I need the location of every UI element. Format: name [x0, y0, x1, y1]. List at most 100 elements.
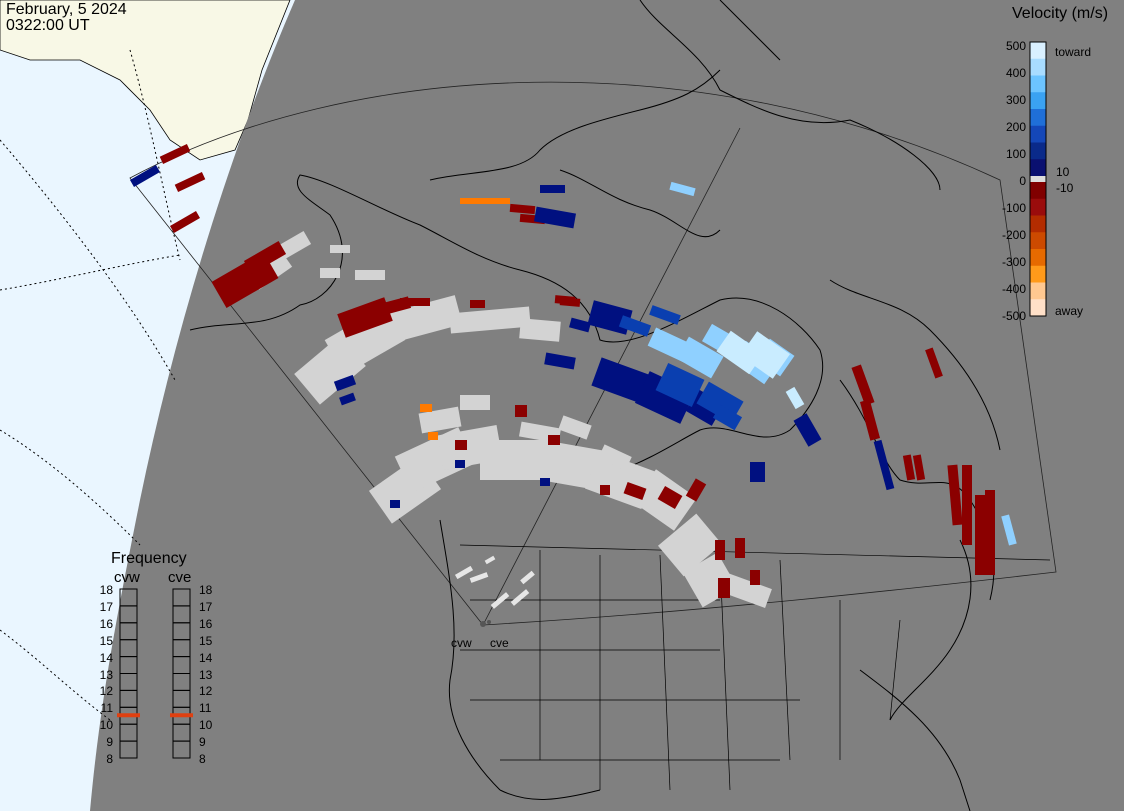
toward-label: toward: [1055, 45, 1092, 59]
backscatter-cell: [718, 572, 772, 608]
backscatter-cell: [170, 211, 200, 233]
backscatter-cell: [460, 395, 490, 410]
colorbar-toward-segment: [1030, 159, 1046, 177]
colorbar-toward-segment: [1030, 58, 1046, 76]
away-label: away: [1055, 304, 1084, 318]
backscatter-cell: [785, 386, 805, 410]
backscatter-cell: [1001, 514, 1017, 546]
backscatter-cell: [591, 357, 649, 403]
backscatter-cell: [559, 297, 581, 307]
backscatter-cell: [600, 485, 610, 495]
backscatter-cell: [420, 404, 432, 412]
frequency-tick-left: 9: [106, 735, 113, 750]
colorbar-toward-segment: [1030, 109, 1046, 127]
frequency-tick-left: 18: [99, 583, 113, 597]
backscatter-cell: [902, 454, 916, 481]
backscatter-cell: [548, 435, 560, 445]
frequency-tick-right: 18: [199, 583, 213, 597]
velocity-tick-label: 400: [1005, 66, 1026, 80]
backscatter-cell: [377, 295, 463, 345]
backscatter-cell: [718, 578, 730, 598]
frequency-tick-right: 9: [199, 735, 206, 750]
backscatter-cell: [851, 364, 875, 406]
backscatter-cell: [750, 570, 760, 585]
backscatter-cell: [454, 565, 474, 580]
backscatter-cell: [174, 172, 206, 192]
frequency-tick-right: 16: [199, 616, 213, 631]
backscatter-cell: [750, 462, 765, 482]
backscatter-cell: [484, 555, 496, 565]
frequency-tick-left: 16: [99, 616, 113, 631]
backscatter-cell: [536, 440, 604, 490]
radar-label-cvw: cvw: [451, 636, 472, 650]
backscatter-cell: [519, 318, 561, 342]
frequency-tick-left: 14: [99, 650, 113, 665]
frequency-tick-right: 11: [199, 701, 212, 716]
backscatter-cell: [657, 486, 683, 509]
backscatter-cell: [490, 592, 510, 609]
frequency-tick-left: 15: [99, 633, 113, 648]
backscatter-cell: [657, 513, 723, 577]
backscatter-cell: [712, 404, 743, 431]
colorbar-toward-segment: [1030, 92, 1046, 110]
frequency-marker: [117, 713, 140, 718]
velocity-tick-label: -300: [1001, 255, 1026, 269]
backscatter-cell: [520, 570, 535, 585]
backscatter-cell: [540, 185, 565, 193]
backscatter-cell: [655, 362, 705, 408]
backscatter-cell: [793, 413, 822, 447]
backscatter-cell: [735, 538, 745, 558]
backscatter-cell: [740, 331, 790, 379]
frequency-panel: [117, 588, 193, 759]
backscatter-cell: [569, 317, 591, 333]
backscatter-cell: [618, 315, 652, 337]
frequency-marker: [170, 713, 193, 718]
frequency-tick-right: 8: [199, 752, 206, 766]
backscatter-cell: [925, 347, 943, 379]
backscatter-cell: [390, 500, 400, 508]
backscatter-cell: [912, 454, 926, 481]
backscatter-cell: [400, 298, 430, 306]
backscatter-cell: [320, 268, 340, 278]
colorbar-toward-segment: [1030, 142, 1046, 160]
backscatter-cell: [418, 406, 462, 434]
colorbar-toward-segment: [1030, 125, 1046, 143]
backscatter-cell: [337, 297, 393, 338]
backscatter-cell: [544, 352, 576, 370]
colorbar-away-segment: [1030, 232, 1046, 250]
backscatter-cell: [598, 444, 632, 471]
colorbar-away-segment: [1030, 215, 1046, 233]
velocity-scale-title: Velocity (m/s): [1012, 5, 1109, 22]
backscatter-cell: [649, 305, 681, 325]
backscatter-cell: [962, 465, 972, 545]
backscatter-cell: [243, 241, 287, 274]
backscatter-cell: [510, 589, 530, 606]
backscatter-cell: [470, 300, 485, 308]
velocity-tick-label: 10: [1056, 165, 1070, 179]
frequency-tick-left: 11: [100, 701, 113, 716]
velocity-tick-label: -500: [1001, 309, 1026, 323]
frequency-tick-right: 17: [199, 599, 213, 614]
colorbar-away-segment: [1030, 265, 1046, 283]
velocity-tick-label: 300: [1005, 93, 1026, 107]
frequency-tick-left: 13: [99, 667, 113, 682]
backscatter-cell: [460, 198, 510, 204]
backscatter-cell: [449, 306, 531, 334]
backscatter-cell: [540, 478, 550, 486]
frequency-tick-right: 12: [199, 684, 213, 699]
backscatter-cell: [623, 481, 647, 501]
radar-site-cve: [487, 620, 491, 624]
colorbar-away-segment: [1030, 299, 1046, 317]
backscatter-cells: [130, 144, 1017, 609]
backscatter-cell: [685, 478, 707, 502]
backscatter-cell: [428, 432, 438, 440]
backscatter-cell: [515, 405, 527, 417]
velocity-tick-label: 500: [1005, 39, 1026, 53]
alaska-land: [0, 0, 291, 161]
frequency-cell: [119, 740, 138, 759]
time-label: 0322:00 UT: [6, 17, 90, 34]
frequency-tick-left: 10: [99, 718, 113, 733]
velocity-tick-label: -100: [1001, 201, 1026, 215]
